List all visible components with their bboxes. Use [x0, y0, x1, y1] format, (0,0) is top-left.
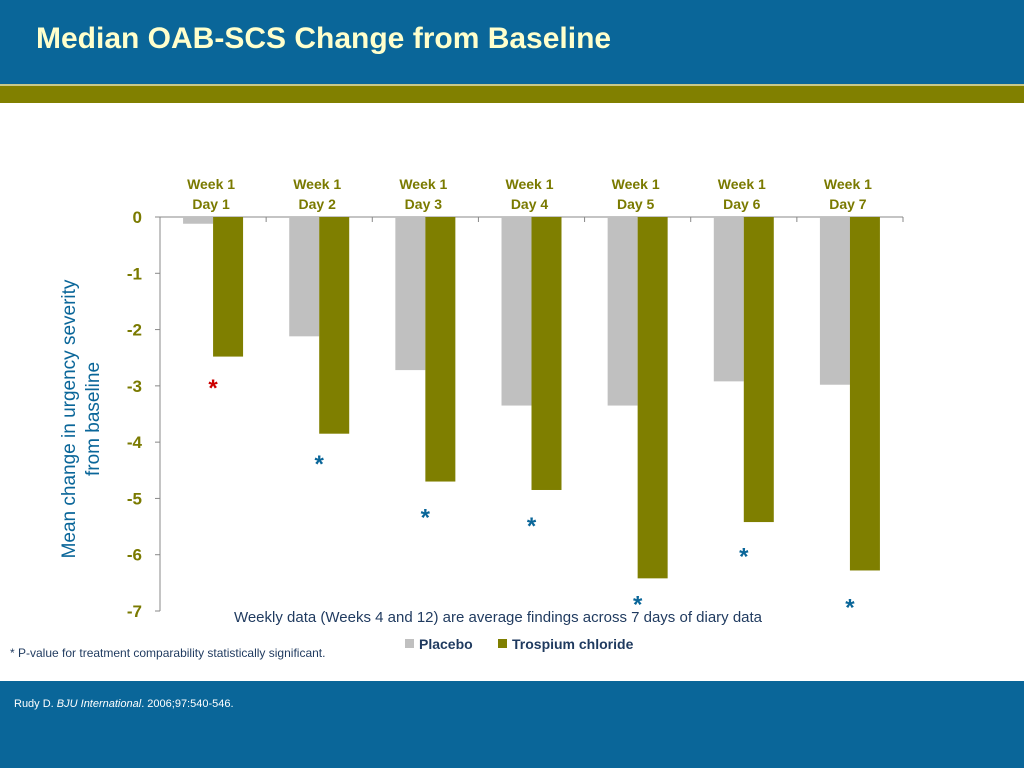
category-label-day: Day 6	[723, 196, 761, 212]
y-tick-label: -5	[127, 489, 142, 508]
category-label-day: Day 4	[511, 196, 549, 212]
category-label-day: Day 5	[617, 196, 655, 212]
y-tick-label: -4	[127, 433, 143, 452]
category-label-week: Week 1	[293, 176, 341, 192]
bar-trospium	[319, 217, 350, 434]
y-tick-label: -3	[127, 377, 142, 396]
y-tick-label: -2	[127, 321, 142, 340]
y-tick-label: -1	[127, 264, 142, 283]
category-label-week: Week 1	[824, 176, 872, 192]
y-tick-label: -6	[127, 546, 142, 565]
significance-marker: *	[208, 375, 218, 402]
citation-details: . 2006;97:540-546.	[141, 698, 234, 710]
legend-swatch-placebo	[405, 639, 414, 648]
chart-area: 0 -1 -2 -3 -4 -5 -6 -7 Week 1 Day 1 Week 1 Day 2 Wee…	[0, 101, 1024, 681]
significance-marker: *	[845, 594, 855, 621]
legend-label-trospium: Trospium chloride	[512, 636, 634, 652]
y-tick-label: 0	[133, 208, 142, 227]
significance-marker: *	[315, 451, 325, 478]
y-tick-label: -7	[127, 602, 142, 621]
category-label-week: Week 1	[506, 176, 554, 192]
citation: Rudy D. BJU International. 2006;97:540-5…	[14, 698, 234, 710]
category-label-day: Day 1	[192, 196, 230, 212]
significance-marker: *	[739, 544, 749, 571]
slide-title: Median OAB-SCS Change from Baseline	[36, 22, 612, 55]
footer-bar: Rudy D. BJU International. 2006;97:540-5…	[0, 681, 1024, 768]
bar-placebo	[713, 217, 744, 382]
bar-chart: 0 -1 -2 -3 -4 -5 -6 -7 Week 1 Day 1 Week 1 Day 2 Wee…	[59, 176, 904, 652]
category-label-week: Week 1	[718, 176, 766, 192]
bar-trospium	[213, 217, 244, 357]
bar-trospium	[743, 217, 774, 523]
significance-marker: *	[421, 504, 431, 531]
significance-marker: *	[527, 513, 537, 540]
category-label-day: Day 2	[299, 196, 337, 212]
significance-marker: *	[633, 592, 643, 619]
bar-placebo	[183, 217, 214, 224]
citation-journal: BJU International	[56, 698, 142, 710]
chart-annotation: Weekly data (Weeks 4 and 12) are average…	[234, 609, 763, 626]
category-label-day: Day 3	[405, 196, 443, 212]
y-axis-label-line-1: Mean change in urgency severity	[59, 279, 80, 558]
citation-author: Rudy D.	[14, 698, 57, 710]
bar-placebo	[501, 217, 532, 406]
legend-swatch-trospium	[498, 639, 507, 648]
category-label-day: Day 7	[829, 196, 867, 212]
bar-placebo	[607, 217, 638, 406]
y-axis-label-line-2: from baseline	[83, 362, 104, 476]
category-label-week: Week 1	[612, 176, 660, 192]
accent-band	[0, 84, 1024, 103]
category-label-week: Week 1	[399, 176, 447, 192]
title-bar: Median OAB-SCS Change from Baseline	[0, 0, 1024, 84]
legend-label-placebo: Placebo	[419, 636, 473, 652]
bar-trospium	[637, 217, 668, 579]
category-label-week: Week 1	[187, 176, 235, 192]
bar-placebo	[819, 217, 850, 385]
footnote: * P-value for treatment comparability st…	[10, 646, 326, 660]
bar-trospium	[425, 217, 456, 482]
bar-placebo	[395, 217, 426, 371]
bar-trospium	[849, 217, 880, 571]
bar-placebo	[289, 217, 320, 337]
bar-trospium	[531, 217, 562, 490]
